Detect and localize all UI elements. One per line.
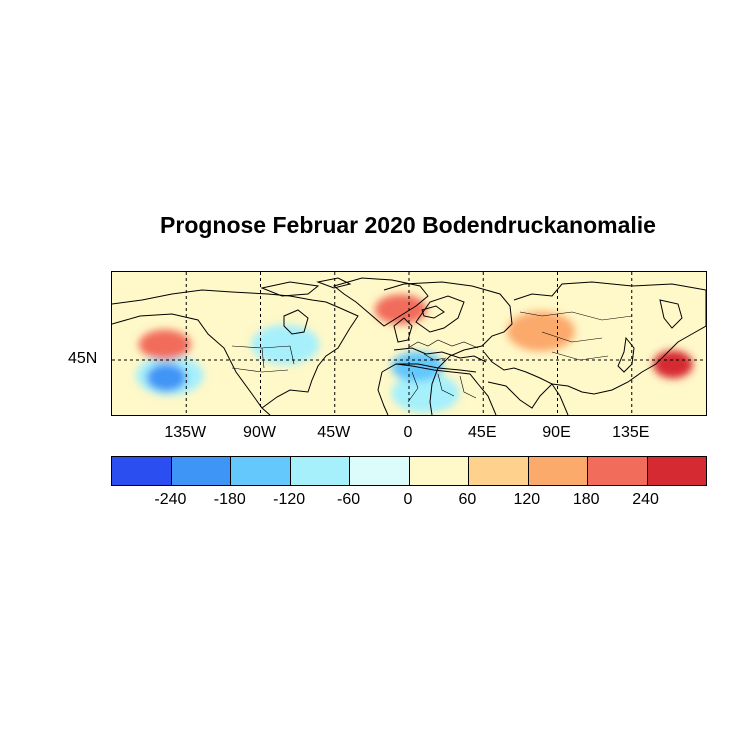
hudson-bay-coastline [283, 309, 309, 335]
greenland-coastline [332, 277, 429, 327]
arabia-india-coastline [487, 381, 569, 415]
scandinavia-coastline [415, 295, 465, 333]
anomaly-region [374, 294, 427, 325]
longitude-tick-label: 0 [403, 424, 413, 441]
colorbar-label: 180 [572, 491, 600, 508]
anomaly-region [653, 350, 693, 379]
colorbar-box [231, 457, 291, 485]
anomaly-region [251, 324, 320, 365]
longitude-tick-label: 45W [317, 424, 351, 441]
arctic-islands-coastline [260, 277, 352, 297]
eurasia-coastline [383, 281, 706, 415]
colorbar-box [528, 457, 588, 485]
british-isles-coastline [393, 317, 413, 343]
anomaly-region [138, 329, 191, 360]
colorbar-label: 0 [403, 491, 413, 508]
colorbar-box [350, 457, 410, 485]
colorbar-box [647, 457, 706, 485]
longitude-tick-label: 45E [468, 424, 497, 441]
colorbar-box [171, 457, 231, 485]
kamchatka-coastline [659, 299, 683, 329]
mediterranean-coastline [393, 347, 487, 373]
country-borders [231, 311, 633, 403]
chart-title: Prognose Februar 2020 Bodendruckanomalie [160, 212, 656, 238]
longitude-tick-label: 90E [542, 424, 571, 441]
colorbar-label: 240 [632, 491, 659, 508]
colorbar-box [588, 457, 648, 485]
longitude-tick-label: 90W [243, 424, 276, 441]
colorbar-box [409, 457, 469, 485]
longitude-tick-label: 135W [164, 424, 207, 441]
colorbar [111, 456, 707, 486]
latitude-tick-label: 45N [68, 350, 98, 367]
japan-coastline [617, 336, 635, 373]
colorbar-label: -120 [273, 491, 306, 508]
africa-coastline [377, 363, 497, 415]
colorbar-box [112, 457, 172, 485]
colorbar-box [469, 457, 529, 485]
anomaly-map [111, 271, 707, 416]
anomaly-region [146, 363, 187, 392]
colorbar-box [290, 457, 350, 485]
anomaly-region [507, 311, 575, 352]
colorbar-label: -180 [213, 491, 246, 508]
colorbar-label: -60 [337, 491, 361, 508]
north-america-coastline [112, 289, 359, 415]
iceland-coastline [421, 305, 445, 319]
longitude-tick-label: 135E [612, 424, 650, 441]
colorbar-label: 120 [513, 491, 541, 508]
colorbar-label: 60 [458, 491, 477, 508]
colorbar-label: -240 [154, 491, 187, 508]
